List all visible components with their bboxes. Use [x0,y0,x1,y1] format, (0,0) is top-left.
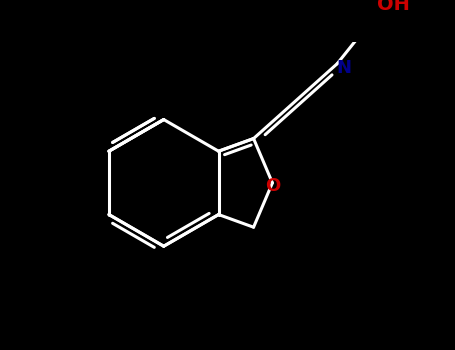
Text: OH: OH [377,0,410,14]
Text: O: O [265,177,280,195]
Text: N: N [337,59,352,77]
